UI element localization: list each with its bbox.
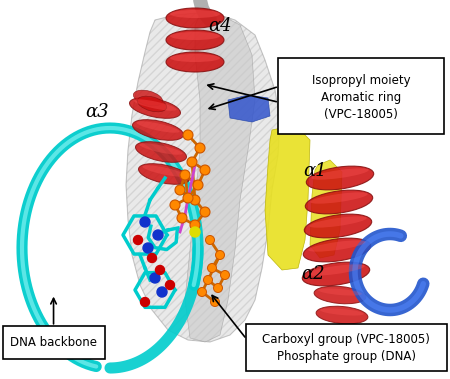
Circle shape [198, 288, 207, 296]
Ellipse shape [310, 193, 368, 204]
Ellipse shape [166, 8, 224, 28]
FancyBboxPatch shape [3, 326, 104, 359]
Ellipse shape [316, 306, 368, 324]
Ellipse shape [304, 214, 372, 238]
Circle shape [193, 180, 203, 190]
Circle shape [157, 287, 167, 297]
Circle shape [150, 273, 160, 283]
Circle shape [187, 157, 197, 167]
Ellipse shape [306, 166, 374, 190]
Text: Isopropyl moiety
Aromatic ring
(VPC-18005): Isopropyl moiety Aromatic ring (VPC-1800… [312, 74, 411, 121]
Ellipse shape [166, 30, 224, 50]
Circle shape [140, 217, 150, 227]
FancyBboxPatch shape [246, 324, 446, 371]
Text: α3: α3 [85, 103, 108, 121]
Text: DNA backbone: DNA backbone [10, 336, 97, 349]
Circle shape [206, 235, 215, 244]
Polygon shape [126, 12, 280, 342]
Ellipse shape [166, 52, 224, 72]
Polygon shape [310, 160, 342, 258]
Ellipse shape [139, 164, 189, 184]
Circle shape [156, 266, 165, 274]
Circle shape [177, 213, 187, 223]
Circle shape [190, 195, 200, 205]
Ellipse shape [143, 165, 185, 177]
Polygon shape [265, 125, 310, 270]
Circle shape [153, 230, 163, 240]
Text: α2: α2 [301, 265, 324, 283]
Circle shape [190, 227, 200, 237]
Circle shape [203, 276, 212, 285]
Ellipse shape [314, 286, 366, 304]
Circle shape [216, 251, 225, 260]
Circle shape [143, 243, 153, 253]
Ellipse shape [308, 240, 366, 252]
Circle shape [220, 271, 230, 279]
Ellipse shape [322, 329, 366, 335]
Ellipse shape [311, 168, 369, 180]
Ellipse shape [134, 99, 176, 111]
Circle shape [175, 185, 185, 195]
Ellipse shape [307, 264, 364, 276]
Ellipse shape [318, 288, 362, 296]
Circle shape [200, 165, 210, 175]
Ellipse shape [303, 238, 371, 262]
Ellipse shape [130, 98, 180, 118]
Ellipse shape [318, 326, 370, 344]
Text: α4: α4 [208, 17, 231, 35]
Polygon shape [185, 12, 255, 342]
Ellipse shape [133, 90, 162, 106]
Circle shape [213, 283, 222, 293]
Circle shape [183, 193, 193, 203]
Circle shape [134, 235, 143, 244]
Ellipse shape [137, 96, 166, 112]
Circle shape [211, 298, 220, 307]
Circle shape [166, 280, 175, 290]
Circle shape [200, 207, 210, 217]
Polygon shape [228, 95, 270, 122]
Ellipse shape [135, 142, 186, 162]
Ellipse shape [302, 262, 370, 286]
Circle shape [190, 220, 200, 230]
Circle shape [170, 200, 180, 210]
Circle shape [180, 170, 190, 180]
Ellipse shape [309, 216, 367, 228]
Circle shape [195, 143, 205, 153]
FancyBboxPatch shape [278, 58, 444, 134]
Ellipse shape [170, 32, 220, 40]
Ellipse shape [305, 190, 373, 214]
Ellipse shape [136, 121, 180, 133]
Circle shape [140, 298, 149, 307]
Circle shape [207, 263, 216, 273]
Ellipse shape [140, 143, 183, 155]
Text: Carboxyl group (VPC-18005)
Phosphate group (DNA): Carboxyl group (VPC-18005) Phosphate gro… [262, 332, 430, 363]
Circle shape [148, 254, 157, 263]
Ellipse shape [170, 54, 220, 62]
Circle shape [183, 130, 193, 140]
Text: α1: α1 [303, 162, 327, 180]
Ellipse shape [170, 10, 220, 18]
Ellipse shape [320, 309, 364, 316]
Ellipse shape [132, 120, 184, 140]
